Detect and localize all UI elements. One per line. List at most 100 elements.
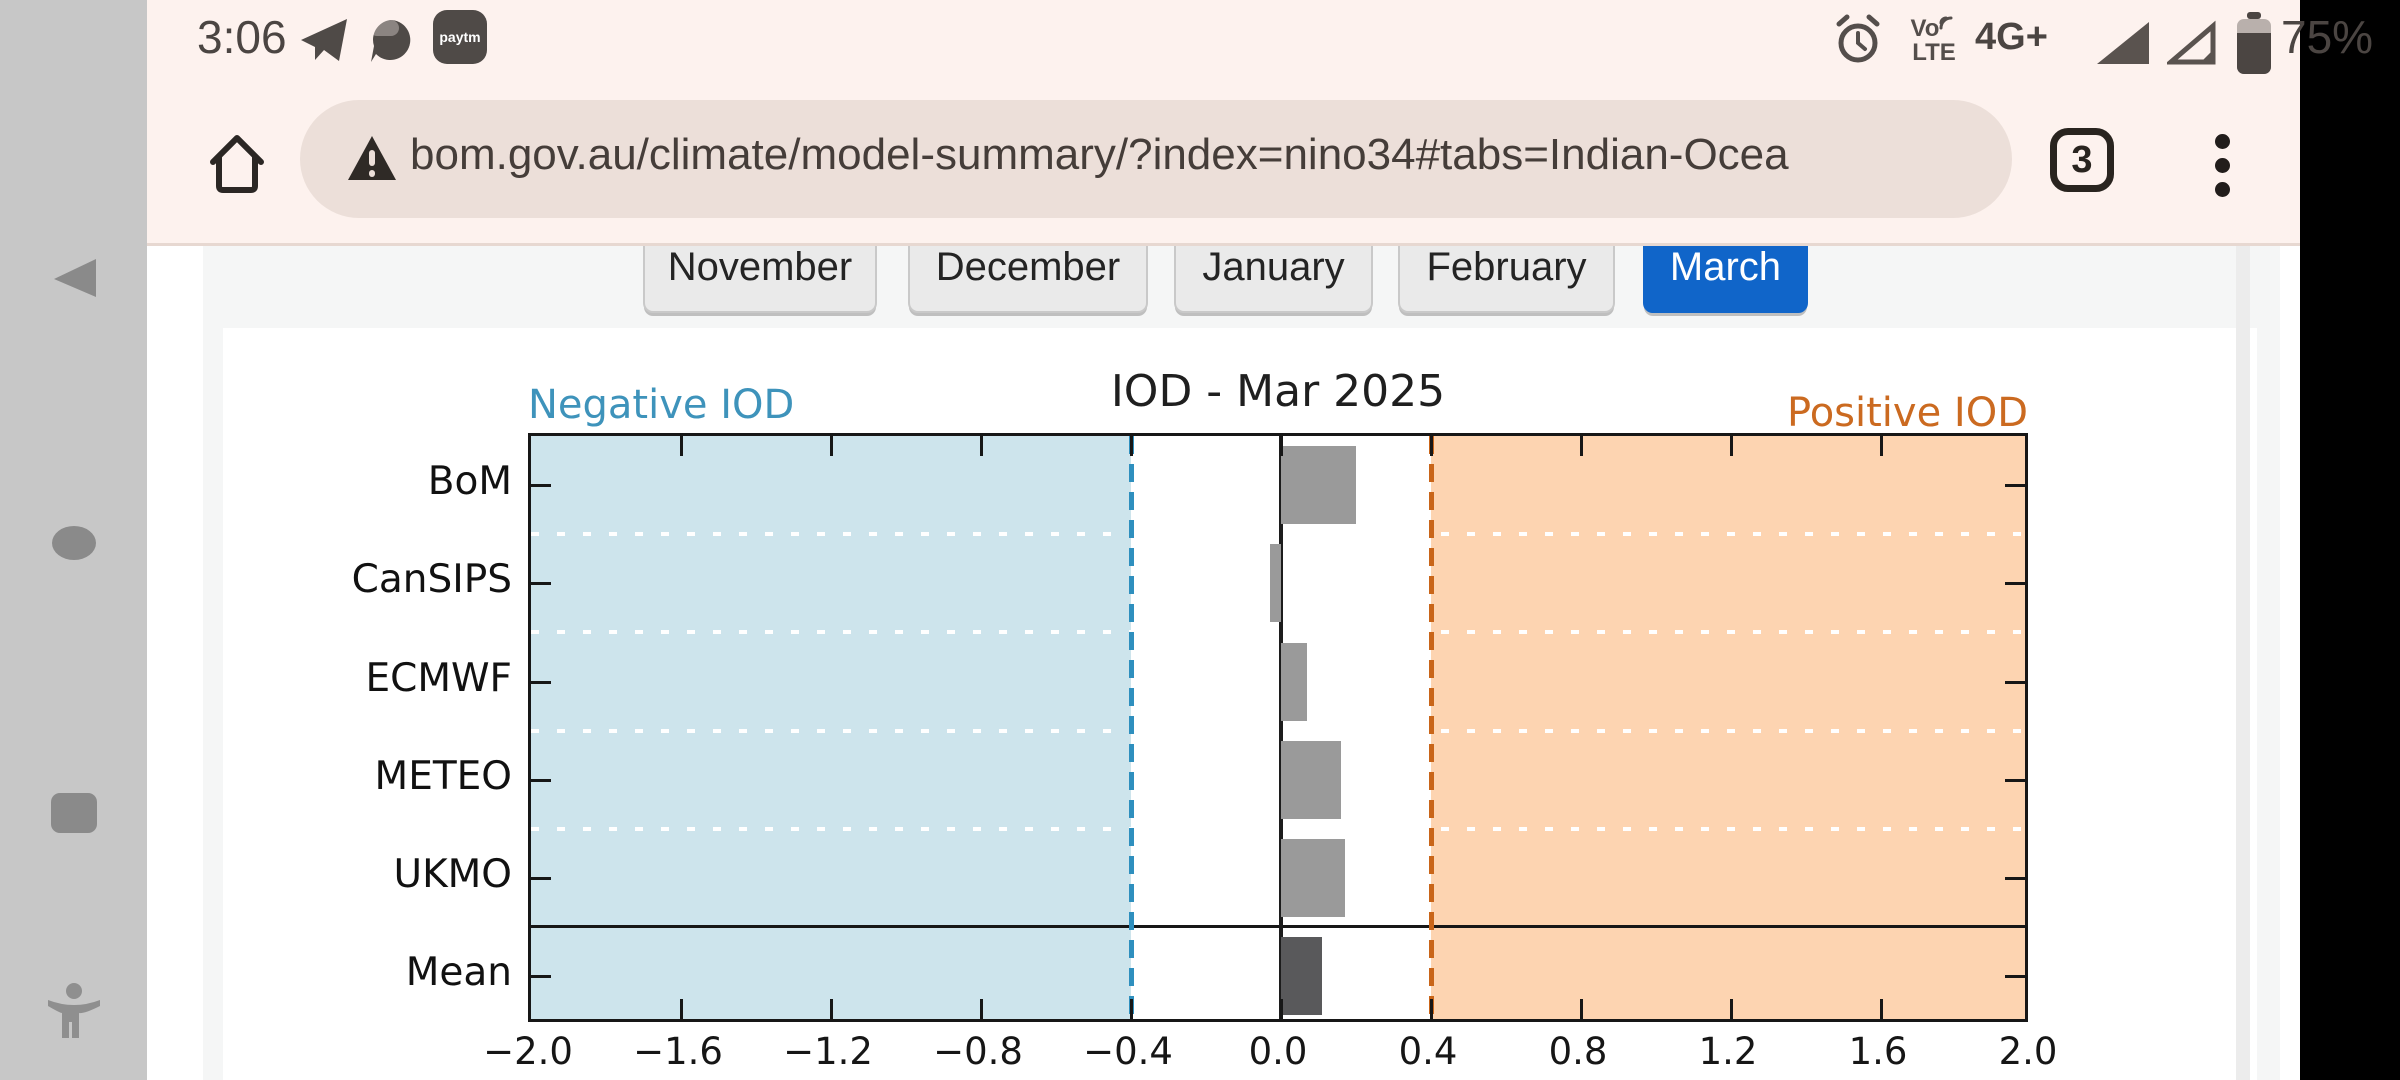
status-time: 3:06 bbox=[197, 11, 287, 63]
home-icon[interactable] bbox=[205, 128, 269, 194]
paytm-notification-icon: paytm bbox=[433, 10, 487, 64]
paytm-label: paytm bbox=[439, 29, 481, 45]
x-tick-bottom bbox=[1580, 999, 1583, 1019]
negative-threshold-line bbox=[1129, 436, 1134, 1019]
y-label-bom: BoM bbox=[427, 459, 512, 505]
y-tick-left bbox=[531, 975, 551, 978]
y-tick-left bbox=[531, 582, 551, 586]
x-tick-label: −0.4 bbox=[1083, 1030, 1173, 1073]
x-tick-label: 1.6 bbox=[1848, 1030, 1908, 1073]
x-tick-bottom bbox=[1730, 999, 1733, 1019]
accessibility-shortcut-button[interactable] bbox=[0, 982, 147, 1042]
network-type-badge: 4G+ bbox=[1975, 16, 2048, 58]
x-tick-top bbox=[1880, 436, 1883, 456]
x-tick-bottom bbox=[680, 999, 683, 1019]
chat-notification-icon bbox=[369, 19, 411, 62]
y-tick-right bbox=[2005, 876, 2025, 880]
x-tick-top bbox=[1430, 436, 1433, 456]
bar-bom bbox=[1281, 446, 1356, 525]
y-label-mean: Mean bbox=[405, 950, 512, 995]
bar-meteo bbox=[1281, 740, 1341, 819]
back-triangle-icon bbox=[53, 259, 96, 297]
chart-title: IOD - Mar 2025 bbox=[1110, 366, 1446, 417]
volte-indicator: Vo LTE bbox=[1899, 14, 1969, 65]
recents-square-icon bbox=[50, 793, 97, 833]
x-tick-bottom bbox=[1880, 999, 1883, 1019]
x-tick-top bbox=[1280, 436, 1283, 456]
page-scrollbar[interactable] bbox=[2236, 243, 2250, 1080]
negative-iod-label: Negative IOD bbox=[528, 382, 795, 428]
address-bar[interactable] bbox=[300, 100, 2012, 218]
y-label-cansips: CanSIPS bbox=[351, 557, 512, 603]
recents-button[interactable] bbox=[0, 792, 147, 834]
y-tick-right bbox=[2005, 680, 2025, 684]
url-text[interactable]: bom.gov.au/climate/model-summary/?index=… bbox=[410, 130, 1789, 179]
x-tick-label: 0.0 bbox=[1248, 1030, 1308, 1073]
back-button[interactable] bbox=[0, 257, 147, 299]
x-tick-label: −2.0 bbox=[483, 1030, 573, 1073]
y-tick-left bbox=[531, 876, 551, 880]
y-label-meteo: METEO bbox=[374, 753, 512, 799]
x-tick-label: −1.2 bbox=[783, 1030, 873, 1073]
x-tick-top bbox=[830, 436, 833, 456]
mean-separator-line bbox=[531, 925, 2025, 928]
y-tick-right bbox=[2005, 484, 2025, 488]
bar-ukmo bbox=[1281, 838, 1345, 917]
home-oval-icon bbox=[51, 526, 96, 560]
x-tick-bottom bbox=[1280, 999, 1283, 1019]
x-tick-label: −1.6 bbox=[633, 1030, 723, 1073]
x-tick-label: 0.4 bbox=[1398, 1030, 1458, 1073]
volte-waves-icon bbox=[1939, 16, 1953, 30]
y-label-ukmo: UKMO bbox=[393, 851, 512, 897]
y-tick-left bbox=[531, 778, 551, 782]
accessibility-person-icon bbox=[47, 983, 100, 1038]
x-tick-top bbox=[1580, 436, 1583, 456]
home-nav-button[interactable] bbox=[0, 525, 147, 561]
y-tick-left bbox=[531, 680, 551, 684]
row-gridline-dotted bbox=[531, 532, 2025, 537]
battery-icon bbox=[2237, 12, 2271, 74]
signal-sim2-icon bbox=[2167, 20, 2216, 65]
bar-ecmwf bbox=[1281, 642, 1308, 721]
positive-iod-label: Positive IOD bbox=[1787, 390, 2028, 436]
x-tick-label: 1.2 bbox=[1698, 1030, 1758, 1073]
x-tick-bottom bbox=[1130, 999, 1133, 1019]
x-tick-top bbox=[680, 436, 683, 456]
y-tick-left bbox=[531, 484, 551, 488]
x-tick-top bbox=[1730, 436, 1733, 456]
x-tick-top bbox=[1130, 436, 1133, 456]
x-tick-top bbox=[980, 436, 983, 456]
x-tick-label: −0.8 bbox=[933, 1030, 1023, 1073]
y-tick-right bbox=[2005, 975, 2025, 978]
row-gridline-dotted bbox=[531, 826, 2025, 831]
telegram-notification-icon bbox=[301, 19, 347, 61]
browser-menu-button[interactable] bbox=[2215, 134, 2230, 197]
volte-vo-text: Vo bbox=[1910, 15, 1940, 42]
alarm-icon bbox=[1836, 14, 1880, 63]
x-tick-bottom bbox=[980, 999, 983, 1019]
tab-switcher-button[interactable]: 3 bbox=[2050, 128, 2114, 192]
x-tick-bottom bbox=[830, 999, 833, 1019]
y-label-ecmwf: ECMWF bbox=[365, 655, 512, 701]
x-tick-label: 2.0 bbox=[1998, 1030, 2058, 1073]
display-cutout-strip bbox=[2300, 0, 2400, 1080]
bar-mean bbox=[1281, 937, 1323, 1015]
y-tick-right bbox=[2005, 778, 2025, 782]
zero-line bbox=[1279, 436, 1283, 1019]
row-gridline-dotted bbox=[531, 728, 2025, 733]
x-tick-bottom bbox=[1430, 999, 1433, 1019]
x-tick-label: 0.8 bbox=[1548, 1030, 1608, 1073]
battery-percent-text: 75% bbox=[2281, 11, 2374, 63]
not-secure-warning-icon bbox=[348, 136, 396, 180]
plot-area bbox=[528, 433, 2028, 1022]
android-nav-sidebar bbox=[0, 0, 147, 1080]
tab-count: 3 bbox=[2071, 139, 2093, 181]
volte-lte-text: LTE bbox=[1912, 39, 1956, 66]
row-gridline-dotted bbox=[531, 630, 2025, 635]
signal-strength-icon bbox=[2097, 22, 2149, 64]
browser-chrome: 3:06 paytm Vo LTE 4G+ bbox=[147, 0, 2373, 246]
bar-cansips bbox=[1269, 544, 1281, 623]
positive-threshold-line bbox=[1429, 436, 1434, 1019]
y-tick-right bbox=[2005, 582, 2025, 586]
